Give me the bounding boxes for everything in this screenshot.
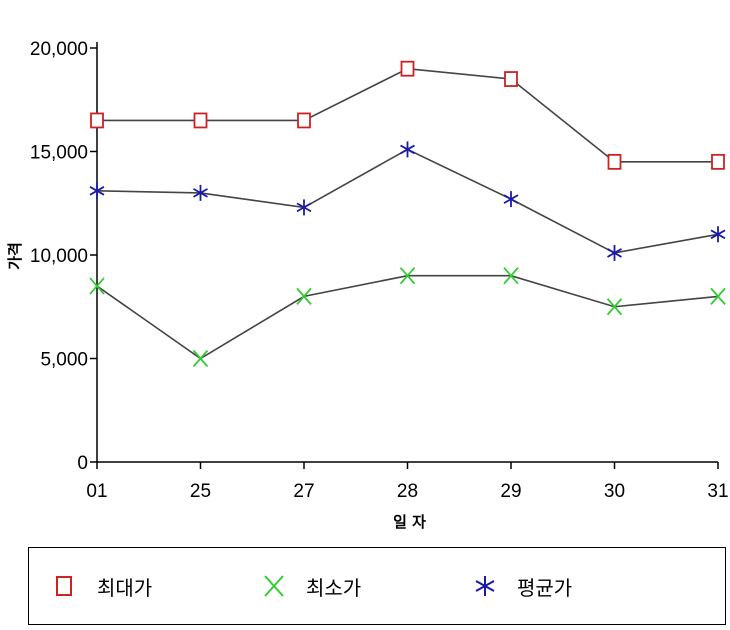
marker-square bbox=[400, 60, 415, 77]
data-point-square bbox=[607, 153, 622, 170]
legend-item-max: 최대가 bbox=[53, 548, 152, 624]
data-point-asterisk bbox=[503, 191, 519, 208]
marker-square bbox=[711, 153, 725, 170]
marker-x-stroke bbox=[89, 277, 105, 295]
y-tick-label: 20,000 bbox=[30, 39, 88, 60]
marker-x-stroke bbox=[503, 267, 519, 285]
x-tick-label: 29 bbox=[500, 481, 521, 502]
data-point-asterisk bbox=[193, 184, 208, 201]
legend-item-min: 최소가 bbox=[262, 548, 361, 624]
marker-asterisk-stroke bbox=[503, 194, 519, 204]
marker-asterisk-stroke bbox=[607, 248, 622, 258]
legend-label-avg: 평균가 bbox=[517, 575, 573, 600]
legend-x-marker-icon bbox=[264, 575, 284, 597]
data-point-x bbox=[503, 267, 519, 285]
x-tick-label: 27 bbox=[293, 481, 314, 502]
marker-x-stroke bbox=[606, 298, 623, 316]
data-point-x bbox=[399, 267, 416, 285]
marker-square bbox=[297, 112, 311, 129]
series-line-2 bbox=[96, 148, 719, 254]
legend-asterisk-marker-icon bbox=[475, 576, 495, 596]
data-point-asterisk bbox=[400, 141, 415, 158]
data-point-x bbox=[296, 287, 312, 305]
data-point-asterisk bbox=[710, 226, 726, 243]
legend-item-avg: 평균가 bbox=[473, 548, 572, 624]
marker-x-stroke bbox=[399, 267, 416, 285]
x-tick-label: 31 bbox=[707, 481, 728, 502]
data-point-x bbox=[606, 298, 623, 316]
marker-asterisk-stroke bbox=[400, 144, 415, 155]
x-tick-label: 25 bbox=[190, 481, 211, 502]
y-axis-title: 가격 bbox=[6, 242, 24, 270]
y-tick-label: 5,000 bbox=[40, 350, 88, 371]
x-axis-title: 일 자 bbox=[393, 513, 426, 531]
legend: 최대가 최소가 평균가 bbox=[28, 547, 726, 625]
x-tick-label: 30 bbox=[604, 481, 625, 502]
x-tick-label: 01 bbox=[86, 481, 107, 502]
line-chart: 0 5,000 10,000 15,000 20,000 01 25 27 28 29 30 31 일 … bbox=[6, 39, 729, 531]
data-point-asterisk bbox=[607, 244, 622, 261]
data-point-asterisk bbox=[89, 182, 105, 199]
y-tick-label: 15,000 bbox=[30, 143, 88, 164]
data-point-asterisk bbox=[296, 199, 312, 216]
series-line-1 bbox=[96, 274, 719, 360]
y-tick-label: 10,000 bbox=[30, 246, 88, 267]
marker-x-stroke bbox=[296, 287, 312, 305]
data-point-square bbox=[193, 112, 208, 129]
marker-square bbox=[193, 112, 208, 129]
y-tick-label: 0 bbox=[77, 453, 88, 474]
data-point-x bbox=[192, 349, 209, 368]
marker-square bbox=[90, 112, 104, 129]
marker-asterisk-stroke bbox=[193, 188, 208, 198]
x-tick-label: 28 bbox=[397, 481, 418, 502]
marker-x-stroke bbox=[192, 349, 209, 368]
marker-square bbox=[607, 153, 622, 170]
marker-square bbox=[504, 71, 518, 87]
legend-label-min: 최소가 bbox=[306, 575, 362, 600]
marker-asterisk-stroke bbox=[296, 202, 312, 213]
marker-asterisk-stroke bbox=[89, 186, 105, 196]
data-point-x bbox=[89, 277, 105, 295]
legend-square-marker-icon bbox=[56, 576, 72, 596]
marker-x-stroke bbox=[710, 287, 726, 305]
data-point-square bbox=[400, 60, 415, 77]
marker-asterisk-stroke bbox=[710, 229, 726, 240]
data-point-square bbox=[711, 153, 725, 170]
data-point-square bbox=[297, 112, 311, 129]
data-point-square bbox=[504, 71, 518, 87]
data-point-square bbox=[90, 112, 104, 129]
legend-label-max: 최대가 bbox=[97, 575, 153, 600]
data-point-x bbox=[710, 287, 726, 305]
